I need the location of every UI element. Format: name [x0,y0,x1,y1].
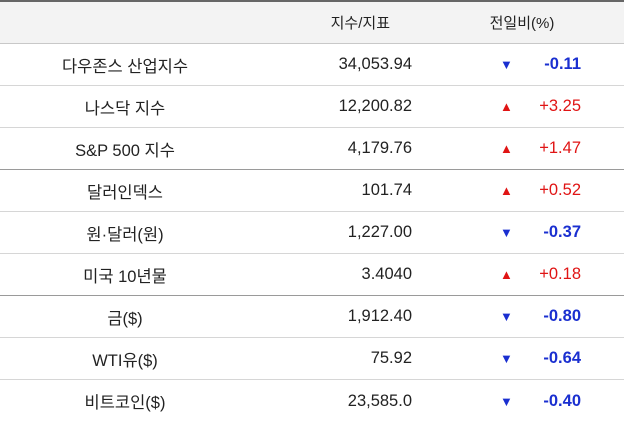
row-change: -0.11 [544,55,581,73]
row-change-cell: ▲ +3.25 [420,86,624,127]
table-row: WTI유($) 75.92 ▼ -0.64 [0,338,624,380]
row-change: +0.18 [539,265,581,283]
down-arrow-icon: ▼ [500,57,513,72]
row-change-cell: ▲ +0.18 [420,254,624,295]
table-row: 비트코인($) 23,585.0 ▼ -0.40 [0,380,624,422]
row-change: -0.40 [543,391,581,410]
up-arrow-icon: ▲ [500,183,513,198]
table-row: 다우존스 산업지수 34,053.94 ▼ -0.11 [0,44,624,86]
table-row: 나스닥 지수 12,200.82 ▲ +3.25 [0,86,624,128]
row-change-cell: ▼ -0.64 [420,338,624,379]
row-name: 비트코인($) [84,394,166,412]
header-change-cell: 전일비(%) [489,15,555,32]
header-name-cell [0,2,250,43]
row-value: 101.74 [361,181,412,199]
row-change-cell: ▲ +0.52 [420,170,624,211]
table-row: S&P 500 지수 4,179.76 ▲ +1.47 [0,128,624,170]
row-change: +1.47 [539,139,581,157]
row-change-cell: ▼ -0.11 [420,44,624,85]
up-arrow-icon: ▲ [500,99,513,114]
row-name: S&P 500 지수 [75,141,175,160]
table-header: 지수/지표 전일비(%) [0,2,624,44]
up-arrow-icon: ▲ [500,141,513,156]
row-name: 다우존스 산업지수 [61,57,189,76]
row-value: 34,053.94 [338,55,412,73]
row-change-cell: ▼ -0.40 [420,380,624,422]
row-name: 달러인덱스 [87,183,163,202]
row-change: -0.80 [543,307,581,325]
row-value: 75.92 [370,349,412,367]
row-name: 원·달러(원) [86,225,164,244]
row-value: 4,179.76 [347,139,412,157]
table-row: 원·달러(원) 1,227.00 ▼ -0.37 [0,212,624,254]
row-change: +0.52 [539,181,581,199]
row-name: WTI유($) [92,351,158,370]
down-arrow-icon: ▼ [500,225,513,240]
row-name: 금($) [107,309,143,328]
row-change-cell: ▲ +1.47 [420,128,624,169]
row-value: 12,200.82 [338,97,412,115]
row-change: +3.25 [539,97,581,115]
row-value: 1,227.00 [347,223,412,241]
row-value: 3.4040 [361,265,412,283]
row-value: 23,585.0 [347,391,412,410]
row-value: 1,912.40 [347,307,412,325]
table-row: 금($) 1,912.40 ▼ -0.80 [0,296,624,338]
table-row: 달러인덱스 101.74 ▲ +0.52 [0,170,624,212]
row-change-cell: ▼ -0.37 [420,212,624,253]
down-arrow-icon: ▼ [500,309,513,324]
header-index-cell: 지수/지표 [330,15,390,32]
up-arrow-icon: ▲ [500,267,513,282]
row-change-cell: ▼ -0.80 [420,296,624,337]
table-row: 미국 10년물 3.4040 ▲ +0.18 [0,254,624,296]
row-name: 나스닥 지수 [84,99,166,118]
row-change: -0.37 [543,223,581,241]
down-arrow-icon: ▼ [500,351,513,366]
down-arrow-icon: ▼ [500,393,513,409]
row-name: 미국 10년물 [83,267,167,286]
row-change: -0.64 [543,349,581,367]
